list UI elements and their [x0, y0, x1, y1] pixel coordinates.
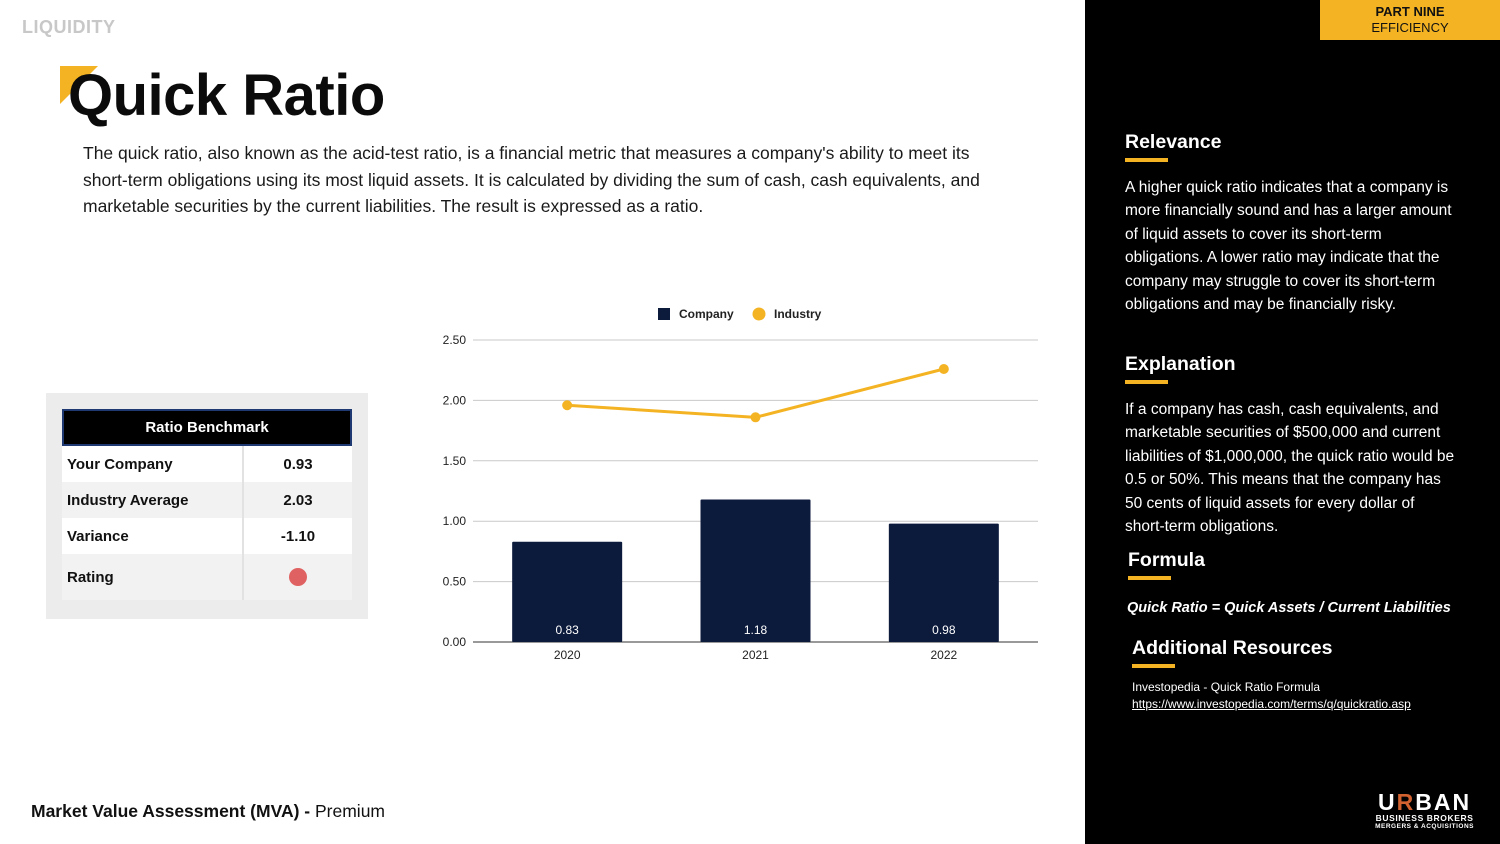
resources-title: Additional Resources [1132, 637, 1333, 659]
bar-company [700, 499, 811, 642]
benchmark-label: Your Company [67, 455, 173, 473]
intro-paragraph: The quick ratio, also known as the acid-… [83, 143, 980, 216]
page-title: Quick Ratio [68, 63, 385, 128]
section-underline [1125, 380, 1168, 384]
benchmark-table: Ratio Benchmark Your Company 0.93 Indust… [62, 409, 352, 600]
y-tick-label: 2.00 [443, 393, 467, 407]
formula-title: Formula [1128, 549, 1205, 571]
point-industry [750, 412, 761, 423]
line-industry [567, 367, 945, 419]
title-block: Quick Ratio [60, 64, 385, 128]
benchmark-value: 0.93 [242, 446, 352, 482]
x-tick-label: 2020 [554, 648, 581, 662]
legend-industry-swatch [752, 307, 766, 321]
part-number: PART NINE [1375, 4, 1445, 19]
explanation-text: If a company has cash, cash equivalents,… [1125, 401, 1455, 536]
y-tick-label: 0.50 [443, 575, 467, 589]
benchmark-label: Variance [67, 527, 129, 545]
benchmark-card: Ratio Benchmark Your Company 0.93 Indust… [46, 393, 368, 619]
quick-ratio-chart: 0.00 0.50 1.00 1.50 2.00 2.50 0.83 1.18 0.98 2020… [443, 307, 1038, 662]
info-sidebar: PART NINE EFFICIENCY Relevance A higher … [1085, 0, 1500, 844]
y-tick-label: 1.00 [443, 514, 467, 528]
logo-wordmark: URBAN [1378, 789, 1472, 815]
point-industry [938, 363, 949, 374]
benchmark-row-rating: Rating [62, 554, 352, 600]
logo-tagline: BUSINESS BROKERS [1375, 813, 1474, 823]
section-tag: LIQUIDITY [22, 17, 116, 37]
title-accent-icon [60, 66, 98, 104]
rating-indicator-icon [289, 568, 307, 586]
section-underline [1125, 158, 1168, 162]
footer-bold: Market Value Assessment (MVA) - [31, 801, 311, 821]
benchmark-label: Industry Average [67, 491, 189, 509]
formula-section: Formula Quick Ratio = Quick Assets / Cur… [1127, 549, 1458, 616]
relevance-section: Relevance A higher quick ratio indicates… [1125, 131, 1455, 316]
benchmark-label: Rating [67, 568, 114, 586]
logo-subtagline: MERGERS & ACQUISITIONS [1375, 823, 1474, 830]
explanation-section: Explanation If a company has cash, cash … [1125, 353, 1455, 538]
x-tick-label: 2022 [930, 648, 957, 662]
company-logo: URBAN BUSINESS BROKERS MERGERS & ACQUISI… [1375, 791, 1474, 831]
benchmark-row-industry: Industry Average 2.03 [62, 482, 352, 518]
part-badge: PART NINE EFFICIENCY [1320, 0, 1500, 40]
y-tick-label: 2.50 [443, 333, 467, 347]
benchmark-value: 2.03 [242, 482, 352, 518]
benchmark-title: Ratio Benchmark [62, 409, 352, 446]
legend-industry-label: Industry [774, 307, 822, 321]
bar-company [512, 541, 623, 642]
y-tick-label: 1.50 [443, 454, 467, 468]
bar-company [888, 523, 999, 642]
section-underline [1132, 664, 1175, 668]
resource-name: Investopedia - Quick Ratio Formula [1132, 680, 1321, 694]
formula-text: Quick Ratio = Quick Assets / Current Lia… [1127, 600, 1451, 616]
bar-data-label: 1.18 [744, 623, 768, 637]
part-name: EFFICIENCY [1371, 20, 1449, 35]
benchmark-row-variance: Variance -1.10 [62, 518, 352, 554]
y-tick-label: 0.00 [443, 635, 467, 649]
rating-cell [242, 554, 352, 600]
explanation-title: Explanation [1125, 353, 1236, 375]
resource-link[interactable]: https://www.investopedia.com/terms/q/qui… [1132, 697, 1411, 711]
legend-company-label: Company [679, 307, 734, 321]
resources-section: Additional Resources Investopedia - Quic… [1132, 637, 1462, 711]
relevance-title: Relevance [1125, 131, 1222, 153]
point-industry [562, 400, 573, 411]
footer-caption: Market Value Assessment (MVA) - Premium [31, 801, 385, 822]
benchmark-row-company: Your Company 0.93 [62, 446, 352, 482]
footer-rest: Premium [315, 801, 386, 821]
legend-company-swatch [658, 308, 670, 320]
x-tick-label: 2021 [742, 648, 769, 662]
section-underline [1128, 576, 1171, 580]
benchmark-value: -1.10 [242, 518, 352, 554]
bar-data-label: 0.98 [932, 623, 956, 637]
bar-data-label: 0.83 [555, 623, 579, 637]
relevance-text: A higher quick ratio indicates that a co… [1125, 179, 1452, 314]
